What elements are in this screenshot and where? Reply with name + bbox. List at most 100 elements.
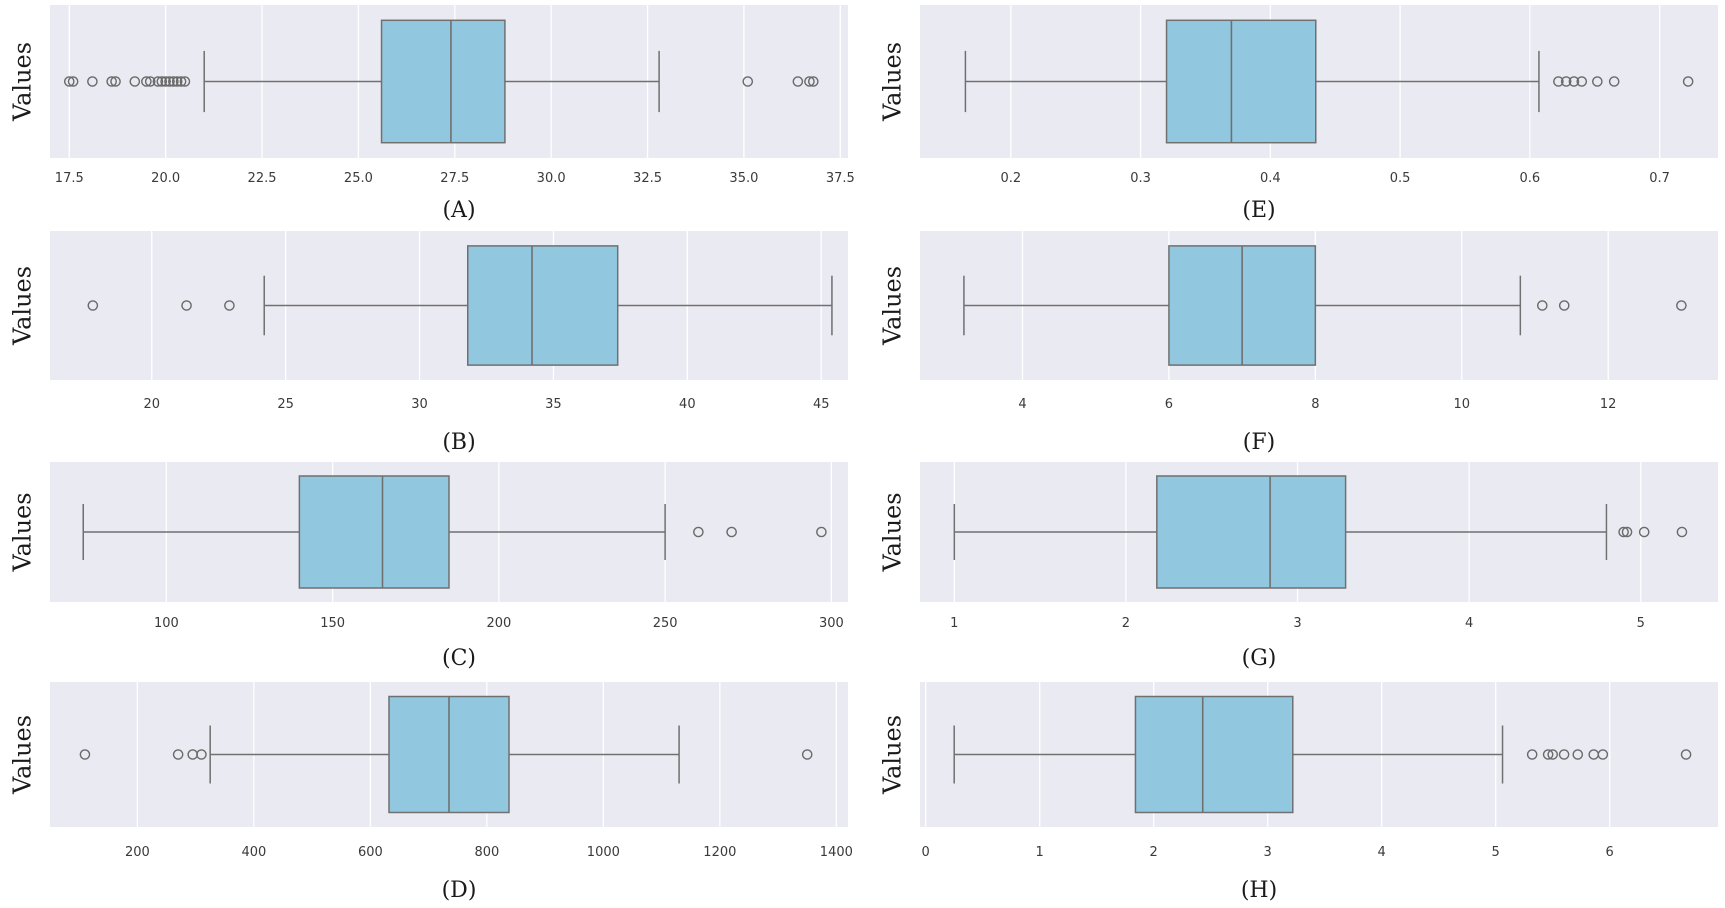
outlier-point (1568, 76, 1580, 87)
outlier-point (1542, 749, 1554, 760)
outlier-point (1676, 300, 1687, 311)
outlier-point (171, 76, 183, 87)
outlier-point (1553, 76, 1564, 87)
x-tick-label: 0.4 (1260, 171, 1281, 186)
outlier-point (1526, 749, 1538, 760)
x-tick-label: 1 (950, 616, 958, 631)
outlier-point (1638, 526, 1650, 538)
x-tick-label: 5 (1637, 616, 1645, 631)
x-tick-label: 0 (922, 845, 930, 860)
outlier-point (1572, 749, 1584, 760)
outlier-point (726, 526, 737, 538)
x-tick-label: 40 (679, 397, 696, 412)
y-axis-label: Values (879, 715, 907, 795)
panel-a: 17.5 20.0 22.5 25.0 27.5 30.0 32.5 35.0 37.5 Valu… (9, 5, 855, 223)
outlier-point (172, 749, 184, 760)
outlier-point (141, 76, 152, 87)
panel-f: 4 6 8 10 12 Values (F) (879, 231, 1718, 455)
x-tick-label: 37.5 (826, 171, 855, 186)
x-tick-label: 1200 (703, 845, 736, 860)
outlier-point (1558, 749, 1570, 760)
x-tick-label: 4 (1018, 397, 1026, 412)
outlier-point (1592, 76, 1603, 87)
outlier-point (693, 526, 704, 538)
x-tick-label: 10 (1453, 397, 1470, 412)
iqr-box (1156, 475, 1347, 589)
outlier-point (1621, 526, 1633, 538)
panel-caption: (A) (442, 198, 475, 223)
y-axis-label: Values (879, 266, 907, 346)
x-tick-label: 250 (653, 616, 678, 631)
outlier-point (196, 749, 207, 760)
x-tick-label: 0.6 (1520, 171, 1541, 186)
panel-c: 100 150 200 250 300 Values (C) (9, 462, 848, 671)
outlier-point (1608, 76, 1620, 87)
outlier-point (175, 76, 187, 87)
panel-e: 0.2 0.3 0.4 0.5 0.6 0.7 Values (E) (879, 5, 1718, 223)
y-axis-label: Values (9, 42, 37, 122)
panel-d: 200 400 600 800 1000 1200 1400 Values (D) (9, 682, 853, 903)
outlier-point (808, 76, 819, 87)
x-tick-label: 800 (474, 845, 499, 860)
y-axis-label: Values (879, 492, 907, 572)
outlier-point (1576, 76, 1588, 87)
panel-b: 20 25 30 35 40 45 Values (B) (9, 231, 848, 455)
outlier-point (87, 76, 98, 87)
outlier-point (792, 76, 804, 87)
outlier-point (1680, 749, 1692, 760)
x-tick-label: 22.5 (248, 171, 277, 186)
outlier-point (67, 76, 79, 87)
x-tick-label: 1000 (587, 845, 620, 860)
iqr-box (380, 19, 506, 144)
iqr-box (1134, 695, 1294, 814)
x-tick-label: 30.0 (537, 171, 566, 186)
x-tick-label: 200 (486, 616, 511, 631)
outlier-point (1560, 76, 1572, 87)
x-tick-label: 200 (125, 845, 150, 860)
x-tick-label: 4 (1465, 616, 1473, 631)
outlier-point (181, 300, 192, 311)
outlier-point (801, 749, 813, 760)
x-tick-label: 1400 (820, 845, 853, 860)
outlier-point (1597, 749, 1609, 760)
outlier-point (1536, 300, 1548, 311)
outlier-point (152, 76, 164, 87)
x-tick-label: 300 (819, 616, 844, 631)
x-tick-label: 0.7 (1649, 171, 1670, 186)
outlier-point (1547, 749, 1558, 760)
x-tick-label: 0.5 (1390, 171, 1411, 186)
x-tick-label: 17.5 (55, 171, 84, 186)
x-tick-label: 0.2 (1000, 171, 1021, 186)
x-tick-label: 4 (1378, 845, 1386, 860)
panel-h: 0 1 2 3 4 5 6 Values (H) (879, 682, 1718, 903)
y-axis-label: Values (9, 266, 37, 346)
outlier-point (106, 76, 117, 87)
x-tick-label: 0.3 (1130, 171, 1151, 186)
x-tick-label: 25 (277, 397, 294, 412)
x-tick-label: 6 (1606, 845, 1614, 860)
x-tick-label: 25.0 (344, 171, 373, 186)
outlier-point (804, 76, 815, 87)
panel-caption: (H) (1241, 878, 1277, 903)
panel-caption: (G) (1242, 646, 1277, 671)
x-tick-label: 35.0 (729, 171, 758, 186)
outlier-point (1682, 76, 1694, 87)
panel-caption: (C) (442, 646, 476, 671)
panel-caption: (B) (442, 430, 475, 455)
iqr-box (1165, 19, 1317, 144)
x-tick-label: 2 (1122, 616, 1130, 631)
outlier-point (1558, 300, 1570, 311)
x-tick-label: 45 (813, 397, 830, 412)
outlier-point (160, 76, 171, 87)
x-tick-label: 100 (154, 616, 179, 631)
y-axis-label: Values (9, 492, 37, 572)
panel-g: 1 2 3 4 5 Values (G) (879, 462, 1718, 671)
x-tick-label: 12 (1600, 397, 1617, 412)
outlier-point (110, 76, 121, 87)
x-tick-label: 30 (411, 397, 428, 412)
x-tick-label: 6 (1165, 397, 1173, 412)
panel-caption: (F) (1243, 430, 1275, 455)
y-axis-label: Values (9, 715, 37, 795)
outlier-point (1676, 526, 1688, 538)
